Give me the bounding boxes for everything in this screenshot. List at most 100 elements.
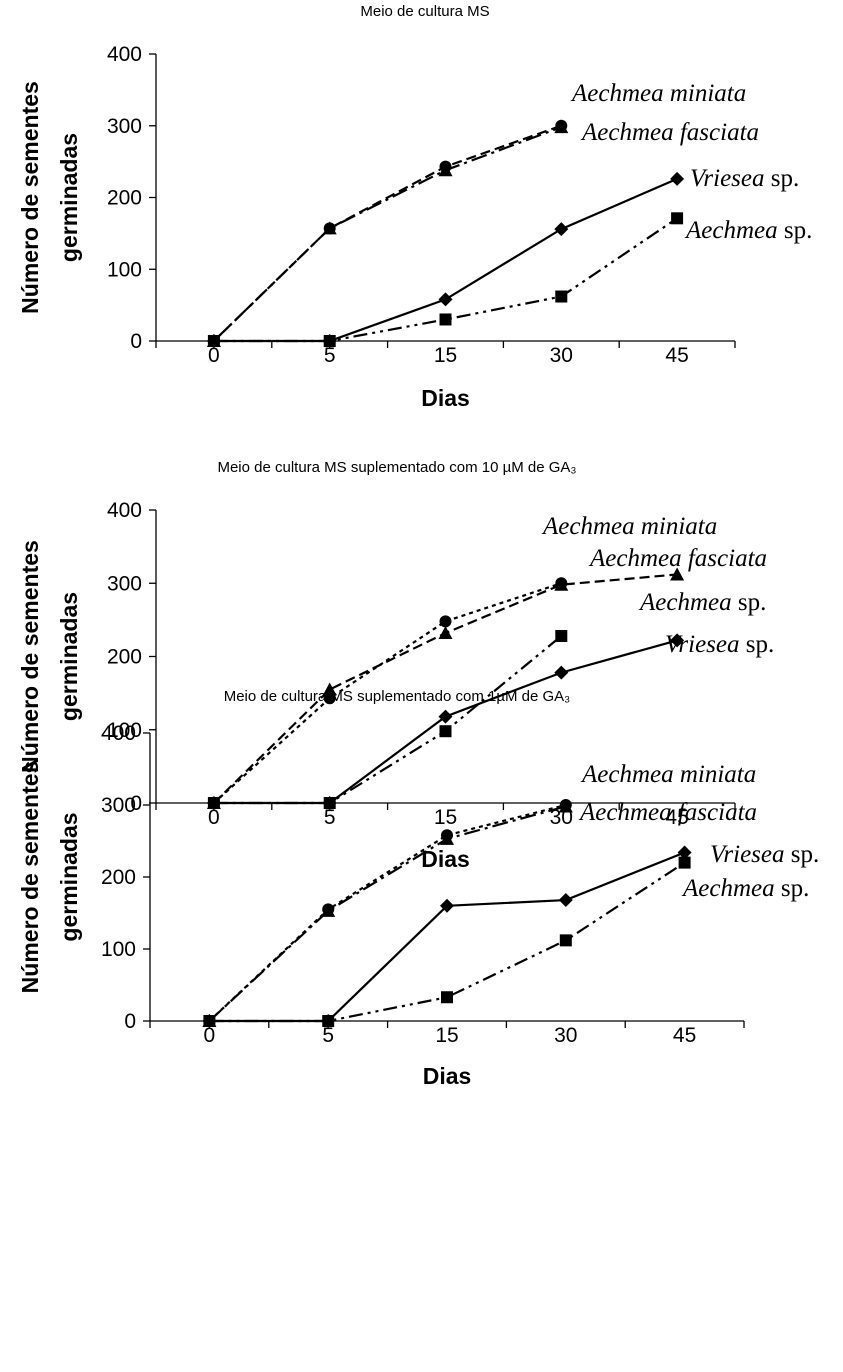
chart-panel-3: Meio de cultura MS suplementado com 1µM …: [17, 688, 819, 1089]
series-label: Aechmea miniata: [580, 761, 756, 788]
series-label: Vriesea sp.: [665, 631, 774, 658]
y-tick-label: 300: [101, 794, 136, 817]
y-tick-label: 200: [101, 866, 136, 889]
y-tick-label: 200: [107, 187, 142, 210]
series-label: Aechmea miniata: [541, 513, 717, 540]
data-point-diamond: [558, 893, 573, 908]
x-tick-label: 5: [324, 344, 336, 367]
y-tick-label: 200: [107, 646, 142, 669]
series-aechmea-fasciata: Aechmea fasciata: [206, 119, 759, 347]
x-tick-label: 30: [550, 344, 573, 367]
series-label: Aechmea sp.: [638, 589, 766, 616]
y-tick-label: 100: [107, 258, 142, 281]
data-point-diamond: [677, 845, 692, 860]
x-tick-label: 0: [208, 806, 220, 829]
y-tick-label: 0: [130, 792, 142, 815]
data-point-triangle: [554, 577, 569, 591]
x-axis-label: Dias: [421, 385, 470, 411]
data-point-square: [439, 313, 452, 326]
data-point-diamond: [554, 222, 569, 237]
data-point-diamond: [554, 665, 569, 680]
data-point-triangle: [321, 903, 336, 917]
data-point-square: [678, 856, 691, 869]
data-point-diamond: [670, 171, 685, 186]
x-axis-label: Dias: [421, 846, 470, 872]
data-point-square: [207, 335, 220, 347]
chart-title: Meio de cultura MS: [360, 3, 489, 20]
series-line: [213, 217, 678, 343]
series-line: [213, 635, 562, 805]
series-label: Aechmea sp.: [684, 217, 812, 244]
y-axis-label-line2: germinadas: [56, 812, 82, 941]
y-axis-label-line1: Número de sementes: [17, 761, 43, 994]
data-point-triangle: [322, 682, 337, 696]
series-vriesea-sp: Vriesea sp.: [206, 165, 799, 348]
y-tick-label: 0: [124, 1010, 136, 1033]
data-point-triangle: [438, 163, 453, 177]
data-point-square: [559, 934, 572, 947]
chart-title: Meio de cultura MS suplementado com 10 µ…: [217, 459, 576, 476]
chart-title: Meio de cultura MS suplementado com 1µM …: [224, 688, 571, 705]
x-tick-label: 30: [554, 1024, 577, 1047]
data-point-square: [555, 629, 568, 642]
series-line: [208, 803, 567, 1022]
data-point-triangle: [670, 567, 685, 581]
x-tick-label: 45: [665, 806, 688, 829]
series-line: [213, 582, 562, 804]
x-tick-label: 0: [204, 1024, 216, 1047]
series-label: Vriesea sp.: [690, 165, 799, 192]
series-line: [208, 805, 567, 1022]
data-point-diamond: [438, 292, 453, 307]
data-point-triangle: [438, 626, 453, 640]
data-point-diamond: [440, 898, 454, 913]
series-aechmea-sp: Aechmea sp.: [203, 856, 809, 1027]
y-tick-label: 400: [107, 43, 142, 66]
chart-panel-2: Meio de cultura MS suplementado com 10 µ…: [17, 459, 774, 872]
series-label: Aechmea miniata: [570, 80, 746, 107]
y-tick-label: 0: [130, 330, 142, 353]
x-tick-label: 15: [434, 344, 457, 367]
y-tick-label: 400: [101, 722, 136, 745]
series-line: [213, 124, 562, 342]
y-axis-label-line1: Número de sementes: [17, 540, 43, 773]
y-axis-label-line1: Número de sementes: [17, 81, 43, 314]
data-point-square: [441, 991, 453, 1004]
data-point-triangle: [558, 799, 573, 813]
data-point-diamond: [322, 796, 337, 810]
series-line: [213, 126, 562, 342]
x-tick-label: 15: [435, 1024, 458, 1047]
y-axis-label-line2: germinadas: [56, 133, 82, 262]
x-tick-label: 45: [665, 344, 688, 367]
data-point-triangle: [554, 120, 569, 134]
series-vriesea-sp: Vriesea sp.: [202, 841, 819, 1028]
data-point-diamond: [206, 796, 221, 810]
data-point-square: [671, 212, 684, 225]
y-axis-label-line2: germinadas: [56, 592, 82, 721]
data-point-diamond: [438, 709, 453, 724]
data-point-square: [322, 1015, 335, 1027]
data-point-triangle: [440, 831, 454, 845]
series-aechmea-fasciata: Aechmea fasciata: [206, 545, 767, 809]
y-tick-label: 100: [101, 938, 136, 961]
series-label: Aechmea fasciata: [588, 545, 767, 572]
x-axis-label: Dias: [423, 1063, 472, 1089]
series-aechmea-sp: Aechmea sp.: [207, 212, 812, 347]
x-tick-label: 0: [208, 344, 220, 367]
series-vriesea-sp: Vriesea sp.: [206, 631, 774, 810]
data-point-square: [203, 1015, 216, 1027]
data-point-square: [439, 725, 452, 738]
data-point-square: [555, 290, 568, 303]
data-point-diamond: [670, 633, 685, 648]
data-point-square: [323, 335, 336, 347]
x-tick-label: 5: [324, 806, 336, 829]
y-tick-label: 400: [107, 499, 142, 522]
y-tick-label: 300: [107, 115, 142, 138]
data-point-triangle: [322, 221, 337, 235]
y-tick-label: 300: [107, 572, 142, 595]
x-tick-label: 45: [673, 1024, 696, 1047]
series-label: Aechmea fasciata: [578, 799, 757, 826]
x-tick-label: 15: [434, 806, 457, 829]
series-aechmea-fasciata: Aechmea fasciata: [202, 799, 757, 1027]
data-point-circle: [439, 615, 452, 628]
